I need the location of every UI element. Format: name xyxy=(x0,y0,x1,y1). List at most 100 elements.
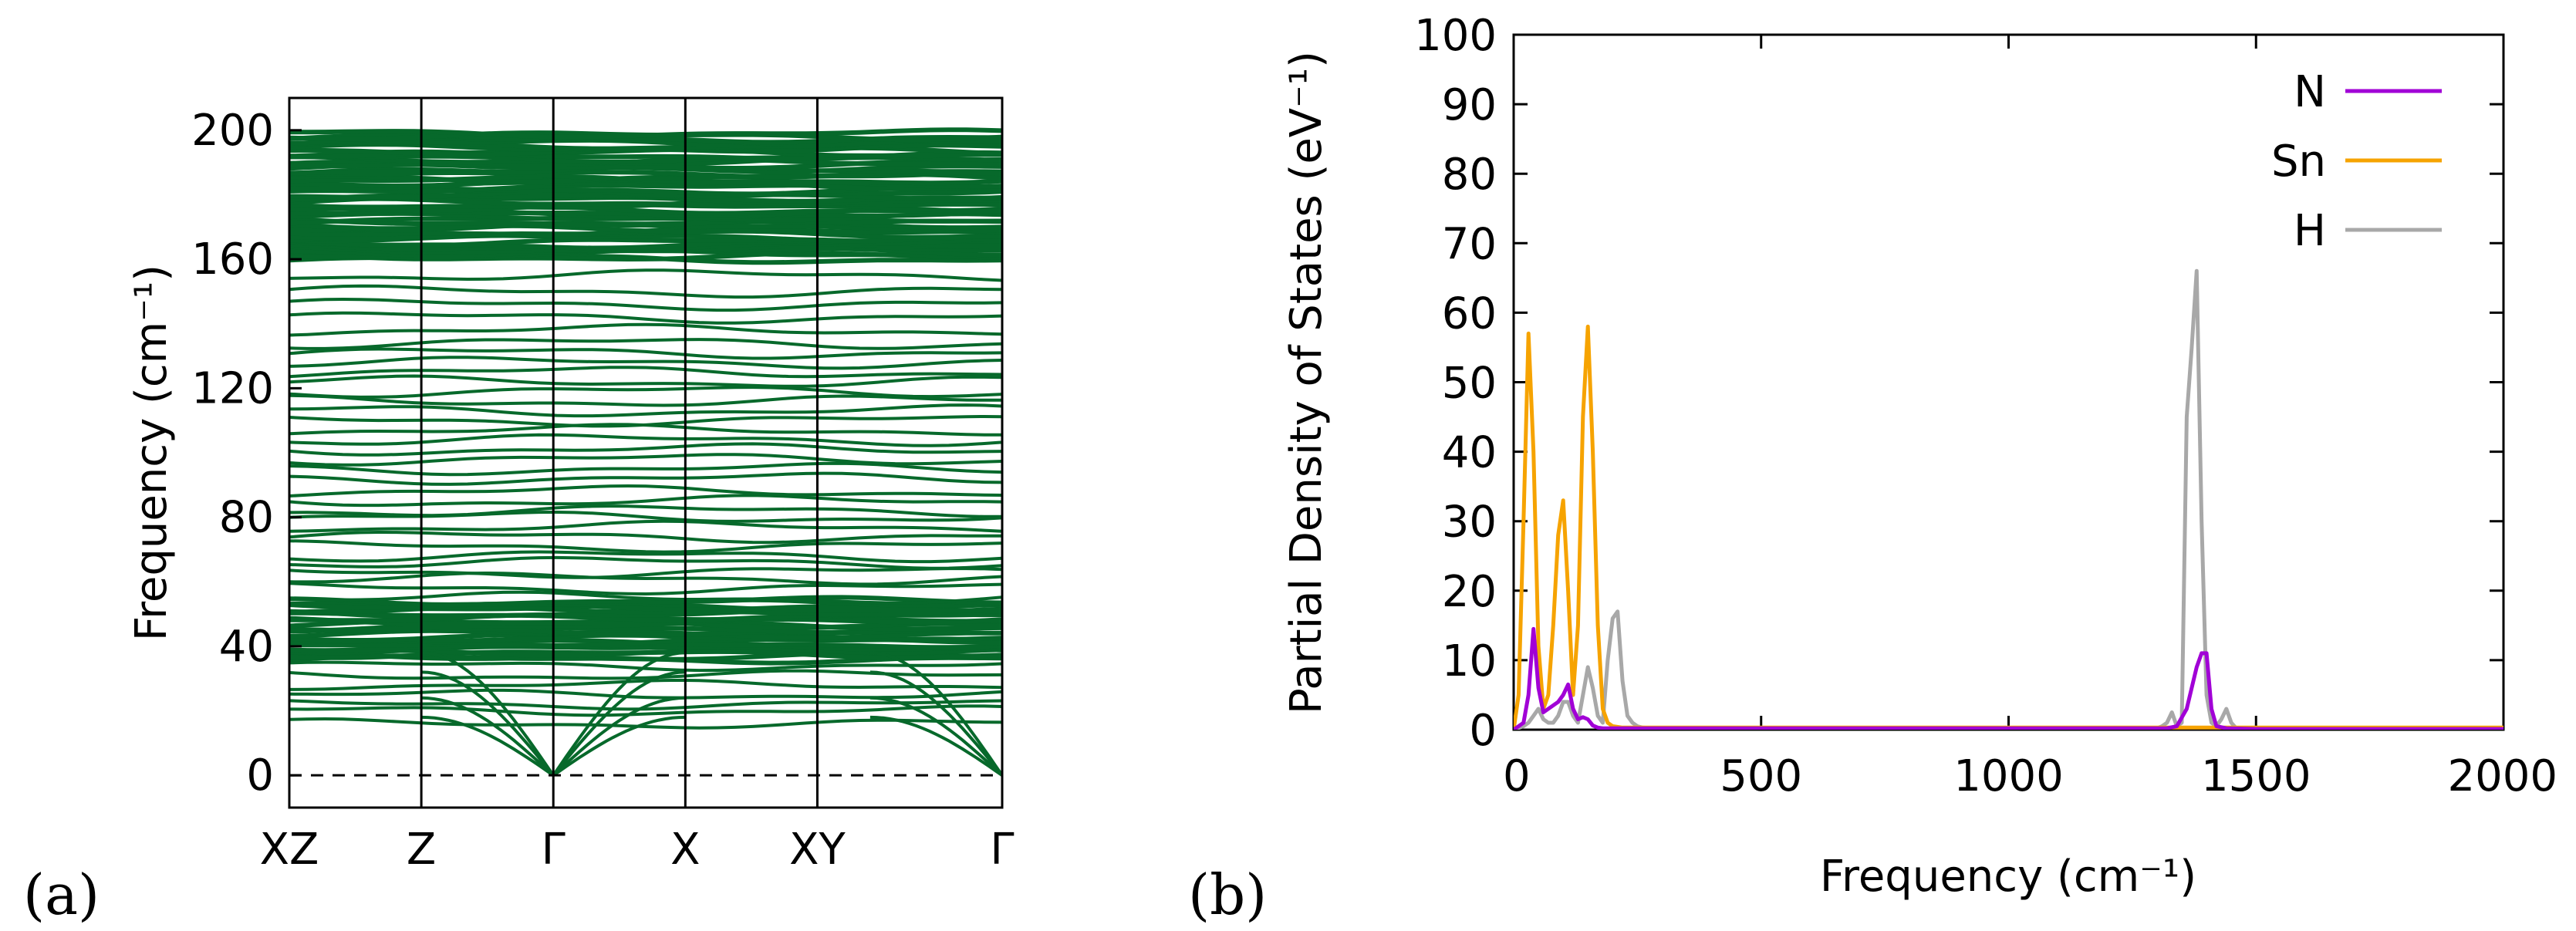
acoustic-branch xyxy=(421,696,555,777)
band-line xyxy=(289,453,1002,467)
x-tick-label: 1000 xyxy=(1953,751,2064,801)
acoustic-branch xyxy=(869,696,1002,777)
band-line-dense-low xyxy=(289,615,1002,626)
y-tick-label: 80 xyxy=(219,493,274,543)
y-tick-label: 70 xyxy=(1442,219,1497,269)
y-tick-label: 120 xyxy=(191,363,274,413)
x-tick-label: XZ xyxy=(260,825,319,875)
band-line xyxy=(289,519,1002,533)
x-tick-label: X xyxy=(670,825,700,875)
band-structure-y-ticks: 0 40 80 120 160 200 xyxy=(191,106,302,801)
y-tick-label: 60 xyxy=(1442,288,1497,339)
band-line xyxy=(289,504,1002,518)
y-tick-label: 100 xyxy=(1414,11,1497,61)
x-tick-label: XY xyxy=(789,825,846,875)
pdos-legend: N Sn H xyxy=(2271,67,2442,256)
x-tick-label: Γ xyxy=(542,825,566,875)
band-structure-x-ticks: XZ Z Γ X XY Γ xyxy=(260,825,1015,875)
pdos-y-axis-label: Partial Density of States (eV⁻¹) xyxy=(1281,51,1332,714)
acoustic-branch xyxy=(869,670,1002,777)
panel-a-label: (a) xyxy=(23,862,100,927)
band-line xyxy=(289,347,1002,360)
band-line xyxy=(289,338,1002,350)
pdos-x-axis-label: Frequency (cm⁻¹) xyxy=(1820,852,2196,902)
pdos-frame xyxy=(1512,33,2505,731)
band-line xyxy=(289,403,1002,418)
pdos-axes xyxy=(1512,33,2505,731)
y-tick-label: 90 xyxy=(1442,80,1497,130)
y-tick-label: 160 xyxy=(191,234,274,285)
pdos-x-ticks: 0 500 1000 1500 2000 xyxy=(1503,35,2557,801)
y-tick-label: 200 xyxy=(191,106,274,156)
band-line xyxy=(289,374,1002,388)
pdos-y-ticks: 0 10 20 30 40 50 60 70 80 90 100 xyxy=(1414,11,2503,756)
band-line xyxy=(289,471,1002,486)
panel-b-label: (b) xyxy=(1188,862,1267,927)
legend-label-n: N xyxy=(2294,67,2326,117)
series-line-n xyxy=(1514,626,2503,730)
y-tick-label: 30 xyxy=(1442,498,1497,548)
band-line xyxy=(289,311,1002,325)
band-line xyxy=(289,442,1002,457)
band-line xyxy=(289,386,1002,399)
y-tick-label: 40 xyxy=(1442,428,1497,478)
band-line xyxy=(289,414,1002,428)
band-line xyxy=(289,284,1002,299)
band-line-low xyxy=(289,704,1002,717)
series-line-sn xyxy=(1514,324,2503,730)
band-line xyxy=(289,571,1002,586)
y-tick-label: 20 xyxy=(1442,567,1497,617)
band-line xyxy=(289,590,1002,605)
band-line-dense-low xyxy=(289,595,1002,607)
acoustic-branch xyxy=(869,715,1002,777)
band-structure-frame xyxy=(288,96,1004,809)
series-line-h xyxy=(1514,268,2503,730)
band-line-dense-high xyxy=(289,209,1002,221)
band-line xyxy=(289,433,1002,447)
x-tick-label: Z xyxy=(407,825,436,875)
band-structure-chart: 0 40 80 120 160 200 XZ Z Γ X XY Γ Frequency (cm⁻¹) xyxy=(127,96,1015,875)
band-line xyxy=(289,567,1002,579)
y-tick-label: 50 xyxy=(1442,359,1497,409)
x-tick-label: 1500 xyxy=(2201,751,2311,801)
acoustic-branch xyxy=(420,651,555,777)
acoustic-branch xyxy=(552,651,686,777)
band-structure-y-axis-label: Frequency (cm⁻¹) xyxy=(127,265,177,641)
band-line-low xyxy=(289,717,1002,730)
y-tick-label: 0 xyxy=(1469,706,1497,756)
band-line-low xyxy=(289,678,1002,691)
band-line xyxy=(289,539,1002,554)
x-tick-label: 2000 xyxy=(2447,751,2557,801)
y-tick-label: 80 xyxy=(1442,150,1497,200)
y-tick-label: 40 xyxy=(219,622,274,672)
band-line xyxy=(289,582,1002,596)
band-line xyxy=(289,366,1002,379)
band-line xyxy=(289,356,1002,370)
acoustic-branch xyxy=(421,715,555,777)
band-structure-axes xyxy=(288,96,1004,809)
pdos-series xyxy=(1514,268,2503,730)
band-line-low xyxy=(289,660,1002,673)
band-line-low xyxy=(289,699,1002,711)
band-lines xyxy=(289,127,1002,777)
y-tick-label: 0 xyxy=(246,751,274,801)
band-line xyxy=(289,555,1002,570)
band-line xyxy=(289,393,1002,407)
acoustic-branch xyxy=(869,651,1002,777)
band-line xyxy=(289,494,1002,508)
band-line xyxy=(289,297,1002,312)
acoustic-branch xyxy=(421,670,555,777)
x-tick-label: 0 xyxy=(1503,751,1531,801)
band-line xyxy=(289,268,1002,282)
band-line-dense-high xyxy=(289,127,1002,140)
band-line xyxy=(289,461,1002,477)
band-line xyxy=(289,322,1002,337)
band-line xyxy=(289,530,1002,545)
acoustic-branch xyxy=(552,670,686,777)
acoustic-branch xyxy=(552,696,686,777)
legend-label-sn: Sn xyxy=(2271,137,2326,187)
legend-label-h: H xyxy=(2294,206,2326,256)
